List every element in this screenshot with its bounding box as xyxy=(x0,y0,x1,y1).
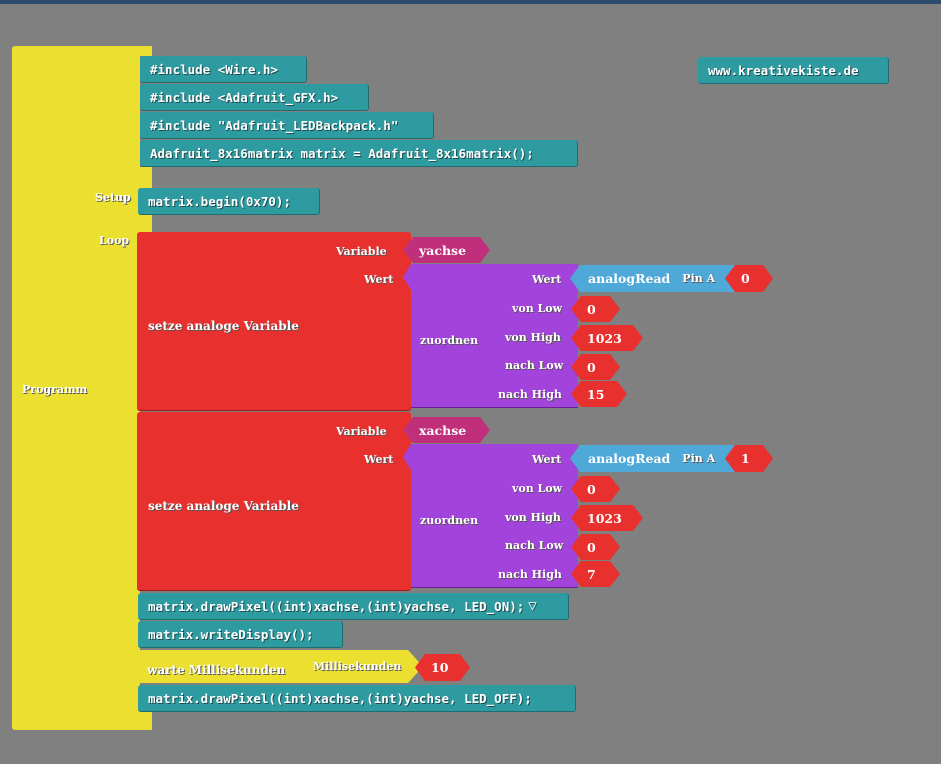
analog-read-label: analogRead xyxy=(588,271,671,286)
set-title: setze analoge Variable xyxy=(148,499,299,513)
matrix-declaration-block[interactable]: Adafruit_8x16matrix matrix = Adafruit_8x… xyxy=(140,140,578,167)
pin-value[interactable]: 0 xyxy=(725,265,773,292)
variable-label: Variable xyxy=(336,425,387,438)
variable-name-yachse[interactable]: yachse xyxy=(403,237,490,263)
include-wire-block[interactable]: #include <Wire.h> xyxy=(140,56,307,83)
analog-read-label: analogRead xyxy=(588,451,671,466)
draw-pixel-on-block[interactable]: matrix.drawPixel((int)xachse,(int)yachse… xyxy=(138,593,569,620)
von-low-label: von Low xyxy=(512,482,563,495)
website-block[interactable]: www.kreativekiste.de xyxy=(698,57,889,84)
analog-read-block[interactable]: analogRead Pin A xyxy=(570,265,735,292)
analog-read-block[interactable]: analogRead Pin A xyxy=(570,445,735,472)
pin-label: Pin A xyxy=(682,452,716,465)
set-title: setze analoge Variable xyxy=(148,319,299,333)
wait-block[interactable] xyxy=(138,650,423,683)
top-bar xyxy=(0,0,941,4)
dropdown-triangle-icon[interactable]: ▽ xyxy=(528,598,537,614)
matrix-begin-block[interactable]: matrix.begin(0x70); xyxy=(138,188,320,215)
draw-pixel-on-code: matrix.drawPixel((int)xachse,(int)yachse… xyxy=(148,598,525,614)
map-label: zuordnen xyxy=(420,514,479,527)
nach-high-label: nach High xyxy=(498,388,562,401)
map-label: zuordnen xyxy=(420,334,479,347)
loop-label: Loop xyxy=(99,234,130,247)
von-low-value[interactable]: 0 xyxy=(571,476,620,502)
nach-high-label: nach High xyxy=(498,568,562,581)
nach-low-value[interactable]: 0 xyxy=(571,534,620,560)
von-low-label: von Low xyxy=(512,302,563,315)
variable-name-xachse[interactable]: xachse xyxy=(403,417,490,443)
von-high-value[interactable]: 1023 xyxy=(571,505,643,531)
program-label: Programm xyxy=(22,383,88,396)
pin-label: Pin A xyxy=(682,272,716,285)
wert-label: Wert xyxy=(364,453,394,466)
wait-param-label: Millisekunden xyxy=(313,660,402,673)
pin-value[interactable]: 1 xyxy=(725,445,773,472)
variable-label: Variable xyxy=(336,245,387,258)
von-low-value[interactable]: 0 xyxy=(571,296,620,322)
draw-pixel-off-block[interactable]: matrix.drawPixel((int)xachse,(int)yachse… xyxy=(138,685,576,712)
nach-low-label: nach Low xyxy=(505,359,564,372)
von-high-label: von High xyxy=(505,331,561,344)
include-ledbackpack-block[interactable]: #include "Adafruit_LEDBackpack.h" xyxy=(140,112,434,139)
map-block[interactable] xyxy=(403,444,578,588)
wait-label: warte Millisekunden xyxy=(147,663,286,677)
nach-low-label: nach Low xyxy=(505,539,564,552)
map-wert-label: Wert xyxy=(532,453,562,466)
nach-low-value[interactable]: 0 xyxy=(571,354,620,380)
include-gfx-block[interactable]: #include <Adafruit_GFX.h> xyxy=(140,84,369,111)
map-block[interactable] xyxy=(403,264,578,408)
von-high-value[interactable]: 1023 xyxy=(571,325,643,351)
nach-high-value[interactable]: 15 xyxy=(571,381,627,407)
map-wert-label: Wert xyxy=(532,273,562,286)
write-display-block[interactable]: matrix.writeDisplay(); xyxy=(138,621,343,648)
setup-label: Setup xyxy=(95,191,131,204)
wert-label: Wert xyxy=(364,273,394,286)
wait-value[interactable]: 10 xyxy=(415,654,470,681)
von-high-label: von High xyxy=(505,511,561,524)
nach-high-value[interactable]: 7 xyxy=(571,561,620,587)
